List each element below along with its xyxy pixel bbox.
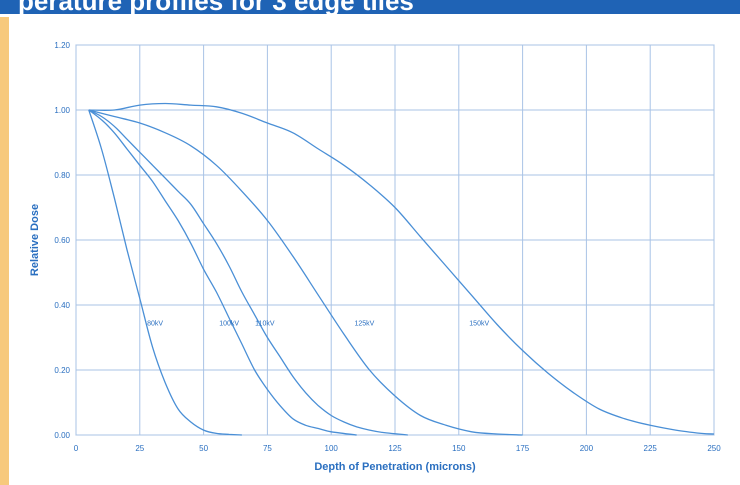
y-tick-label: 0.40	[54, 301, 70, 310]
top-banner: perature profiles for 3 edge tiles	[0, 0, 740, 14]
x-tick-label: 100	[325, 444, 339, 453]
y-tick-label: 0.20	[54, 366, 70, 375]
series-line-80kV	[88, 109, 242, 436]
y-tick-label: 0.80	[54, 171, 70, 180]
x-tick-label: 125	[388, 444, 402, 453]
x-tick-label: 150	[452, 444, 466, 453]
series-line-100kV	[88, 109, 357, 436]
y-tick-label: 0.60	[54, 236, 70, 245]
x-tick-label: 250	[707, 444, 721, 453]
series-label-125kV: 125kV	[354, 320, 374, 327]
x-tick-label: 0	[74, 444, 79, 453]
x-tick-label: 25	[135, 444, 144, 453]
grid-lines	[75, 44, 715, 436]
y-axis-title: Relative Dose	[29, 204, 41, 276]
dose-curves	[88, 102, 715, 436]
x-tick-labels: 0 25 50 75 100 125 150 175 200 225 250	[74, 444, 721, 453]
series-line-125kV	[88, 109, 523, 436]
series-label-100kV: 100kV	[219, 320, 239, 327]
y-tick-label: 0.00	[54, 431, 70, 440]
series-label-80kV: 80kV	[147, 320, 163, 327]
x-tick-label: 225	[644, 444, 658, 453]
x-tick-label: 175	[516, 444, 530, 453]
x-tick-label: 200	[580, 444, 594, 453]
x-tick-label: 75	[263, 444, 272, 453]
curve-labels: 80kV 100kV 110kV 125kV 150kV	[147, 320, 489, 327]
page-rule	[0, 14, 740, 17]
y-tick-label: 1.00	[54, 106, 70, 115]
y-tick-labels: 0.00 0.20 0.40 0.60 0.80 1.00 1.20	[54, 41, 70, 440]
x-tick-label: 50	[199, 444, 208, 453]
series-label-110kV: 110kV	[255, 320, 275, 327]
series-label-150kV: 150kV	[469, 320, 489, 327]
series-line-150kV	[88, 102, 715, 435]
banner-title: perature profiles for 3 edge tiles	[18, 0, 414, 14]
y-tick-label: 1.20	[54, 41, 70, 50]
series-line-110kV	[88, 109, 408, 436]
x-axis-title: Depth of Penetration (microns)	[314, 461, 476, 473]
left-rail	[0, 17, 9, 485]
